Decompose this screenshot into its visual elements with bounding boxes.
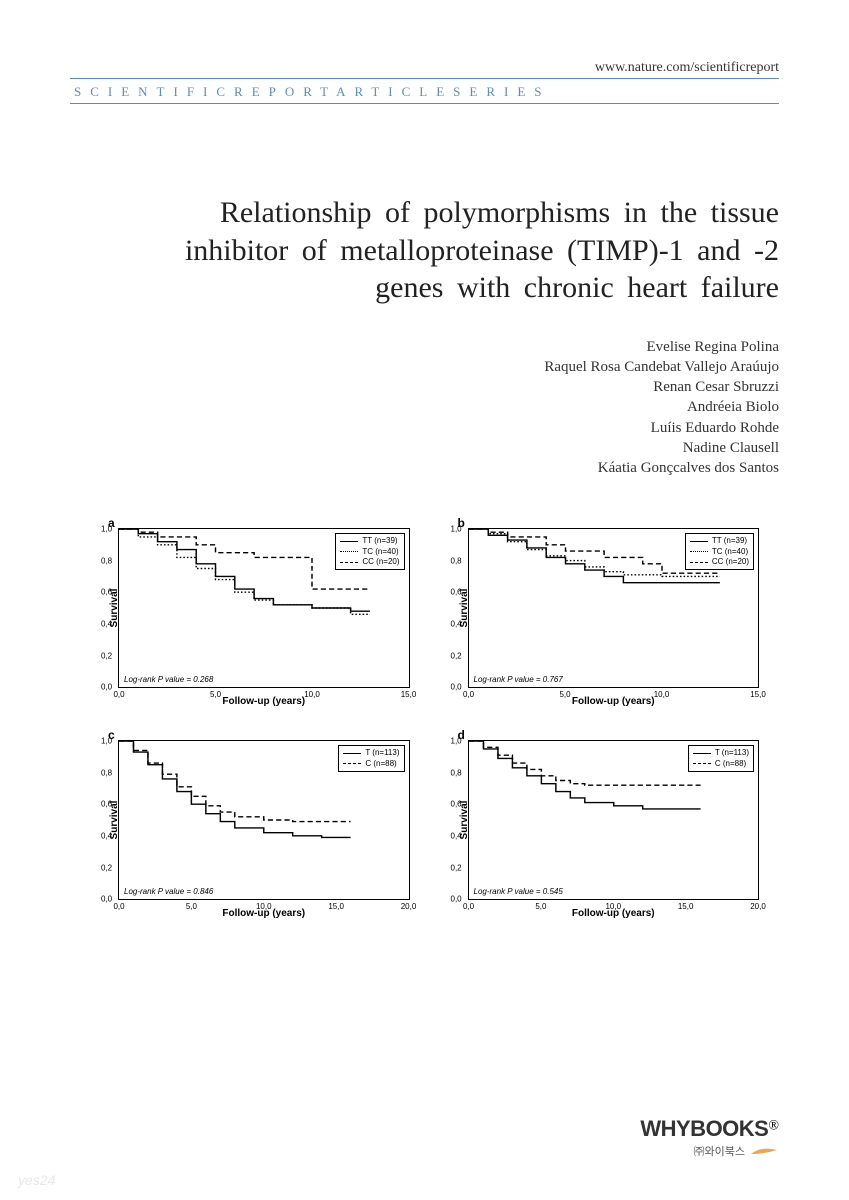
author-name: Káatia Gonçcalves dos Santos bbox=[70, 458, 779, 478]
brand-name: WHYBOOKS bbox=[640, 1116, 768, 1141]
survival-curves bbox=[469, 529, 759, 687]
survival-curves bbox=[119, 529, 409, 687]
chart-box: SurvivalFollow-up (years)0,00,20,40,60,8… bbox=[118, 740, 410, 900]
x-axis-label: Follow-up (years) bbox=[572, 696, 655, 707]
author-name: Evelise Regina Polina bbox=[70, 337, 779, 357]
chart-panel-c: cSurvivalFollow-up (years)0,00,20,40,60,… bbox=[90, 730, 410, 922]
brand-registered: ® bbox=[768, 1119, 779, 1134]
chart-panel-d: dSurvivalFollow-up (years)0,00,20,40,60,… bbox=[440, 730, 760, 922]
x-axis-label: Follow-up (years) bbox=[222, 696, 305, 707]
author-name: Nadine Clausell bbox=[70, 438, 779, 458]
article-title: Relationship of polymorphisms in the tis… bbox=[70, 194, 779, 307]
chart-box: SurvivalFollow-up (years)0,00,20,40,60,8… bbox=[468, 528, 760, 688]
series-banner: SCIENTIFICREPORTARTICLESERIES bbox=[70, 81, 779, 104]
survival-charts-grid: aSurvivalFollow-up (years)0,00,20,40,60,… bbox=[70, 518, 779, 922]
author-name: Andréeia Biolo bbox=[70, 397, 779, 417]
watermark: yes24 bbox=[18, 1172, 55, 1188]
author-name: Renan Cesar Sbruzzi bbox=[70, 377, 779, 397]
survival-curves bbox=[469, 741, 759, 899]
author-list: Evelise Regina PolinaRaquel Rosa Candeba… bbox=[70, 337, 779, 479]
chart-box: SurvivalFollow-up (years)0,00,20,40,60,8… bbox=[468, 740, 760, 900]
publisher-brand: WHYBOOKS® ㈜와이북스 bbox=[640, 1116, 779, 1160]
chart-box: SurvivalFollow-up (years)0,00,20,40,60,8… bbox=[118, 528, 410, 688]
brand-subtitle: ㈜와이북스 bbox=[694, 1146, 745, 1158]
survival-curves bbox=[119, 741, 409, 899]
author-name: Luíis Eduardo Rohde bbox=[70, 418, 779, 438]
chart-panel-b: bSurvivalFollow-up (years)0,00,20,40,60,… bbox=[440, 518, 760, 710]
header-url: www.nature.com/scientificreport bbox=[70, 60, 779, 79]
brand-swoosh-icon bbox=[749, 1144, 779, 1158]
chart-panel-a: aSurvivalFollow-up (years)0,00,20,40,60,… bbox=[90, 518, 410, 710]
author-name: Raquel Rosa Candebat Vallejo Araúujo bbox=[70, 357, 779, 377]
